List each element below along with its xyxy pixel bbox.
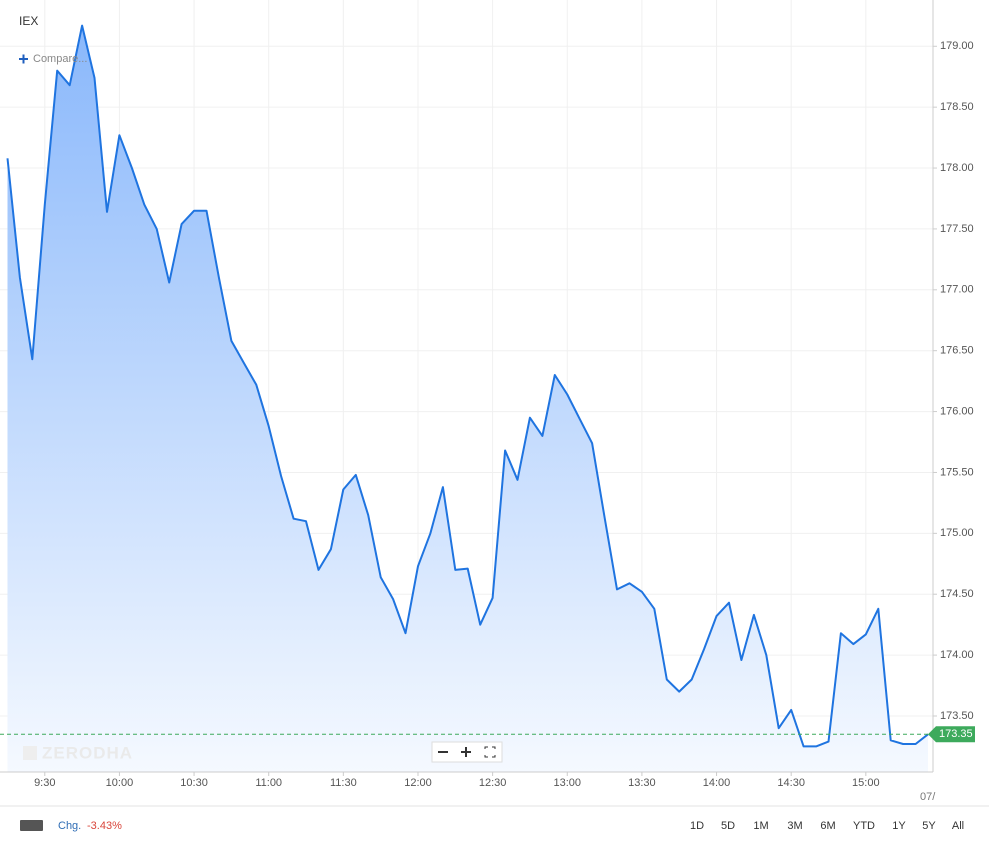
date-edge: 07/	[920, 791, 936, 803]
compare-button[interactable]: Compare...	[19, 53, 87, 65]
range-button[interactable]: 5D	[721, 820, 735, 832]
y-tick-label: 174.00	[940, 649, 974, 661]
range-button[interactable]: 3M	[787, 820, 802, 832]
zoom-in[interactable]	[461, 747, 471, 757]
zoom-controls	[431, 741, 503, 763]
fullscreen[interactable]	[484, 746, 496, 758]
x-tick-label: 11:00	[255, 777, 282, 789]
y-tick-label: 174.50	[940, 588, 974, 600]
x-tick-label: 14:00	[703, 777, 731, 789]
change-label: Chg.	[58, 820, 81, 832]
x-tick-label: 14:30	[777, 777, 805, 789]
range-button[interactable]: YTD	[853, 820, 875, 832]
y-tick-label: 178.00	[940, 162, 974, 174]
keyboard-icon[interactable]	[20, 820, 43, 831]
compare-text: Compare...	[33, 53, 87, 65]
x-tick-label: 10:30	[180, 777, 208, 789]
x-tick-label: 12:30	[479, 777, 507, 789]
y-tick-label: 175.50	[940, 466, 974, 478]
x-tick-label: 15:00	[852, 777, 880, 789]
range-button[interactable]: 5Y	[922, 820, 936, 832]
x-tick-label: 13:30	[628, 777, 656, 789]
range-buttons: 1D 5D 1M 3M 6M YTD 1Y 5Y All	[690, 820, 964, 832]
plus-icon	[19, 54, 28, 64]
y-tick-label: 179.00	[940, 40, 974, 52]
y-tick-label: 175.00	[940, 527, 974, 539]
symbol: IEX	[19, 14, 38, 28]
y-tick-label: 176.00	[940, 405, 974, 417]
range-button[interactable]: 6M	[820, 820, 835, 832]
y-tick-label: 177.00	[940, 284, 974, 296]
x-tick-label: 12:00	[404, 777, 432, 789]
price-line	[6, 24, 929, 748]
area-fill	[7, 25, 929, 773]
watermark: ZERODHA	[42, 743, 133, 762]
y-tick-label: 176.50	[940, 345, 974, 357]
y-tick-label: 177.50	[940, 223, 974, 235]
change-value: -3.43%	[87, 820, 122, 832]
watermark-icon	[23, 746, 37, 760]
x-tick-label: 13:00	[553, 777, 581, 789]
range-button[interactable]: 1M	[753, 820, 768, 832]
current-price-label: 173.35	[939, 728, 973, 740]
range-button[interactable]: 1Y	[892, 820, 906, 832]
range-button[interactable]: 1D	[690, 820, 704, 832]
x-tick-label: 9:30	[34, 777, 55, 789]
x-tick-label: 10:00	[106, 777, 134, 789]
x-tick-label: 11:30	[330, 777, 357, 789]
y-tick-label: 173.50	[940, 710, 974, 722]
y-tick-label: 178.50	[940, 101, 974, 113]
current-price-tag	[928, 726, 975, 743]
range-button[interactable]: All	[952, 820, 964, 832]
plot	[6, 24, 929, 773]
